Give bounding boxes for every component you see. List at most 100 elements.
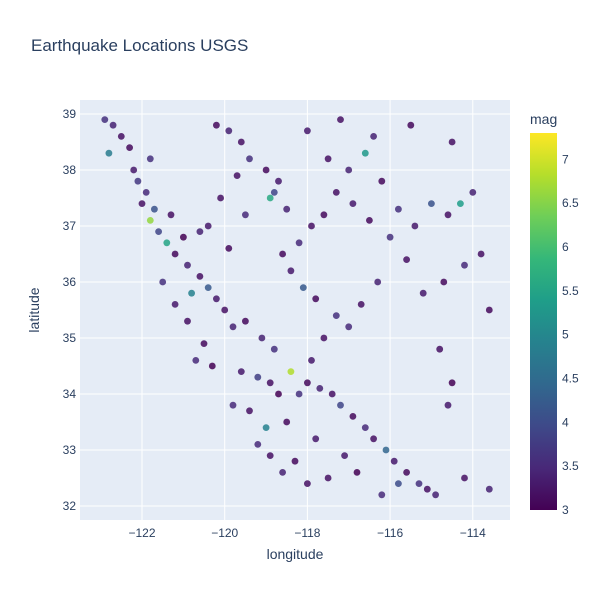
earthquake-point[interactable] <box>138 200 146 208</box>
earthquake-point[interactable] <box>279 469 286 476</box>
earthquake-point[interactable] <box>395 205 402 213</box>
earthquake-point[interactable] <box>262 166 270 174</box>
earthquake-point[interactable] <box>233 172 241 180</box>
earthquake-point[interactable] <box>117 133 125 140</box>
earthquake-point[interactable] <box>146 155 154 163</box>
earthquake-point[interactable] <box>270 189 278 196</box>
earthquake-point[interactable] <box>246 407 253 415</box>
earthquake-point[interactable] <box>258 334 266 342</box>
earthquake-point[interactable] <box>196 273 204 280</box>
earthquake-point[interactable] <box>204 284 212 291</box>
earthquake-point[interactable] <box>283 418 291 426</box>
earthquake-point[interactable] <box>275 177 282 185</box>
earthquake-point[interactable] <box>349 413 357 420</box>
earthquake-point[interactable] <box>312 295 320 303</box>
earthquake-point[interactable] <box>403 469 410 476</box>
earthquake-point[interactable] <box>361 424 369 431</box>
earthquake-point[interactable] <box>337 401 344 409</box>
earthquake-point[interactable] <box>304 480 311 487</box>
earthquake-point[interactable] <box>345 323 353 331</box>
earthquake-point[interactable] <box>151 205 158 213</box>
earthquake-point[interactable] <box>415 480 423 487</box>
earthquake-point[interactable] <box>448 138 456 146</box>
earthquake-point[interactable] <box>341 452 348 459</box>
earthquake-point[interactable] <box>382 446 390 454</box>
earthquake-point[interactable] <box>308 222 315 230</box>
earthquake-point[interactable] <box>403 256 410 263</box>
earthquake-point[interactable] <box>266 379 274 387</box>
earthquake-point[interactable] <box>101 116 109 123</box>
earthquake-point[interactable] <box>378 177 386 185</box>
earthquake-point[interactable] <box>254 373 262 381</box>
earthquake-point[interactable] <box>295 239 303 247</box>
earthquake-point[interactable] <box>304 127 311 135</box>
earthquake-point[interactable] <box>461 261 468 269</box>
earthquake-point[interactable] <box>423 485 431 493</box>
earthquake-point[interactable] <box>444 401 452 409</box>
earthquake-point[interactable] <box>366 217 373 224</box>
earthquake-point[interactable] <box>159 278 167 286</box>
earthquake-point[interactable] <box>477 250 485 258</box>
earthquake-point[interactable] <box>349 200 357 208</box>
earthquake-point[interactable] <box>337 116 344 123</box>
earthquake-point[interactable] <box>440 278 448 286</box>
earthquake-point[interactable] <box>411 222 419 230</box>
earthquake-point[interactable] <box>275 390 282 398</box>
earthquake-point[interactable] <box>155 228 163 236</box>
earthquake-point[interactable] <box>163 239 171 247</box>
earthquake-point[interactable] <box>146 217 154 224</box>
earthquake-point[interactable] <box>308 357 315 364</box>
earthquake-point[interactable] <box>407 121 415 129</box>
earthquake-point[interactable] <box>312 435 320 443</box>
earthquake-point[interactable] <box>324 474 332 482</box>
earthquake-point[interactable] <box>200 340 208 347</box>
earthquake-point[interactable] <box>469 189 477 196</box>
earthquake-point[interactable] <box>246 155 253 163</box>
earthquake-point[interactable] <box>448 379 456 387</box>
earthquake-point[interactable] <box>428 200 435 208</box>
earthquake-point[interactable] <box>320 211 328 219</box>
earthquake-point[interactable] <box>485 306 493 314</box>
earthquake-point[interactable] <box>361 149 369 157</box>
earthquake-point[interactable] <box>324 155 332 163</box>
earthquake-point[interactable] <box>204 222 212 230</box>
earthquake-point[interactable] <box>370 133 377 140</box>
earthquake-point[interactable] <box>171 301 179 308</box>
earthquake-point[interactable] <box>432 491 439 499</box>
earthquake-point[interactable] <box>436 345 444 353</box>
earthquake-point[interactable] <box>287 368 295 375</box>
earthquake-point[interactable] <box>192 357 200 364</box>
earthquake-point[interactable] <box>225 127 233 135</box>
earthquake-point[interactable] <box>316 385 324 392</box>
earthquake-point[interactable] <box>444 211 452 219</box>
earthquake-point[interactable] <box>419 289 427 297</box>
earthquake-point[interactable] <box>262 424 270 431</box>
earthquake-point[interactable] <box>386 233 394 241</box>
earthquake-point[interactable] <box>328 390 336 398</box>
earthquake-point[interactable] <box>485 485 493 493</box>
earthquake-point[interactable] <box>208 362 216 370</box>
earthquake-point[interactable] <box>353 469 361 476</box>
earthquake-point[interactable] <box>270 345 278 353</box>
earthquake-point[interactable] <box>279 250 286 258</box>
earthquake-point[interactable] <box>287 267 295 275</box>
earthquake-point[interactable] <box>242 317 249 325</box>
earthquake-point[interactable] <box>196 228 204 236</box>
earthquake-point[interactable] <box>395 480 402 487</box>
earthquake-point[interactable] <box>229 401 237 409</box>
earthquake-point[interactable] <box>142 189 150 196</box>
earthquake-point[interactable] <box>217 194 225 202</box>
earthquake-point[interactable] <box>237 368 245 375</box>
earthquake-point[interactable] <box>320 334 328 342</box>
earthquake-point[interactable] <box>105 149 113 157</box>
earthquake-point[interactable] <box>109 121 117 129</box>
earthquake-point[interactable] <box>254 441 262 448</box>
earthquake-point[interactable] <box>283 205 291 213</box>
earthquake-point[interactable] <box>304 379 311 387</box>
earthquake-point[interactable] <box>332 312 340 319</box>
earthquake-point[interactable] <box>188 289 196 297</box>
earthquake-point[interactable] <box>184 317 191 325</box>
earthquake-point[interactable] <box>378 491 386 499</box>
earthquake-point[interactable] <box>134 177 142 185</box>
earthquake-point[interactable] <box>229 323 237 331</box>
